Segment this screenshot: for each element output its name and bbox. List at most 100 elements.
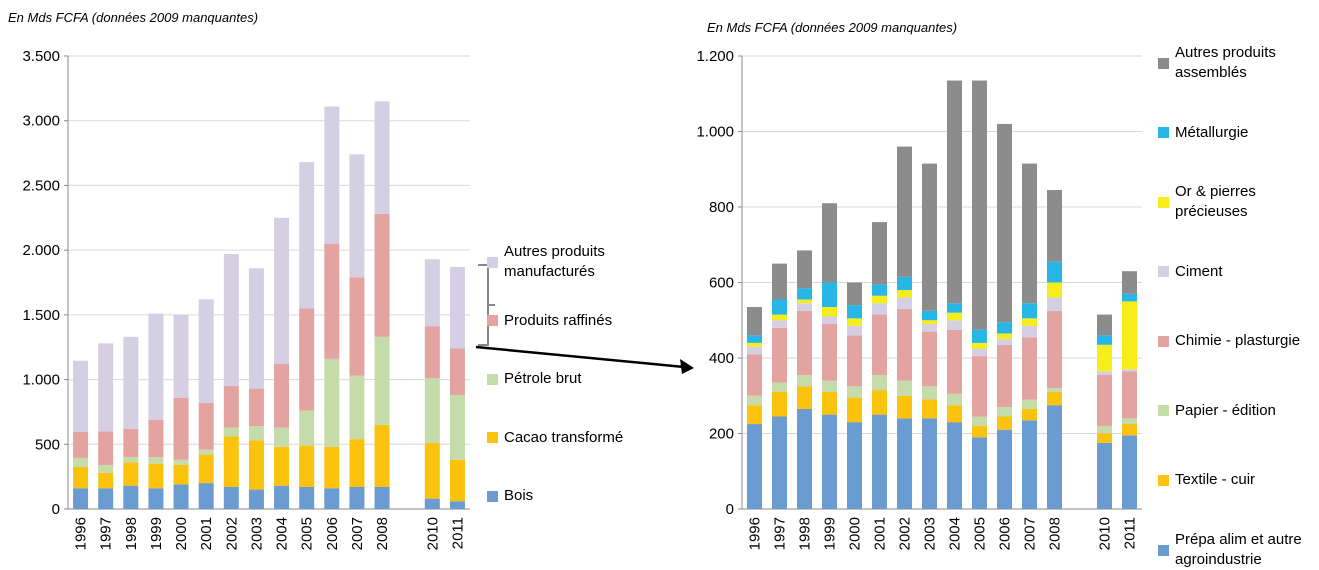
- subtitle: En Mds FCFA (données 2009 manquantes): [707, 20, 957, 35]
- legend-label: Chimie - plasturgie: [1175, 332, 1301, 350]
- bar-segment: [897, 418, 912, 509]
- bar-segment: [1122, 271, 1137, 294]
- legend-label: Cacao transformé: [504, 428, 624, 446]
- bar-segment: [922, 320, 937, 325]
- bar-segment: [1097, 374, 1112, 426]
- bar-segment: [872, 284, 887, 296]
- x-tick-label: 2001: [872, 517, 889, 550]
- bar-segment: [73, 457, 89, 467]
- legend-item: Chimie - plasturgie: [1158, 321, 1319, 361]
- bar-segment: [349, 486, 365, 509]
- bar-segment: [972, 329, 987, 343]
- bar-segment: [349, 277, 365, 376]
- bar-segment: [997, 123, 1012, 323]
- bar-segment: [822, 307, 837, 317]
- legend-item: Produits raffinés: [487, 301, 654, 341]
- bar-segment: [1122, 371, 1137, 419]
- bar-segment: [772, 391, 787, 417]
- bar-segment: [1022, 420, 1037, 509]
- legend-label: Autres produits manufacturés: [504, 243, 605, 280]
- bar-segment: [274, 427, 290, 447]
- bar-segment: [449, 395, 465, 460]
- bar-segment: [198, 454, 214, 484]
- bar-segment: [922, 163, 937, 311]
- bar-segment: [947, 312, 962, 321]
- bar-segment: [449, 501, 465, 509]
- bar-segment: [1047, 261, 1062, 283]
- bar-segment: [324, 488, 340, 509]
- y-tick-label: 1.500: [22, 307, 60, 324]
- legend-label: Métallurgie: [1175, 123, 1249, 141]
- bar-segment: [797, 250, 812, 289]
- x-tick-label: 2002: [897, 517, 914, 550]
- bar-segment: [374, 101, 390, 214]
- bar-segment: [223, 254, 239, 387]
- bar-segment: [922, 331, 937, 387]
- bar-segment: [1097, 442, 1112, 509]
- bar-segment: [772, 416, 787, 509]
- x-tick-label: 2000: [847, 517, 864, 550]
- bar-segment: [449, 348, 465, 396]
- bar-segment: [922, 399, 937, 419]
- y-tick-label: 3.500: [22, 48, 60, 65]
- bar-segment: [997, 339, 1012, 345]
- legend-swatch: [487, 256, 498, 268]
- bar-segment: [797, 288, 812, 300]
- legend-swatch: [1158, 544, 1169, 556]
- y-tick-label: 0: [726, 501, 734, 518]
- bar-segment: [98, 488, 114, 509]
- bar-segment: [173, 484, 189, 509]
- y-tick-label: 1.000: [22, 372, 60, 389]
- bar-segment: [822, 324, 837, 381]
- bar-segment: [947, 329, 962, 394]
- x-tick-label: 1997: [772, 517, 789, 550]
- bar-segment: [173, 314, 189, 398]
- legend-swatch: [487, 490, 498, 502]
- bar-segment: [872, 374, 887, 391]
- arrow: [475, 345, 685, 369]
- x-tick-label: 2011: [449, 517, 466, 549]
- legend-label: Papier - édition: [1175, 401, 1276, 419]
- bar-segment: [747, 395, 762, 406]
- bar-segment: [73, 488, 89, 509]
- x-tick-label: 2001: [198, 517, 215, 550]
- bar-segment: [198, 483, 214, 509]
- bar-segment: [274, 446, 290, 486]
- bar-segment: [198, 449, 214, 455]
- legend-label: Prépa alim et autre agroindustrie: [1175, 531, 1302, 568]
- bar-segment: [847, 386, 862, 398]
- bar-segment: [822, 282, 837, 308]
- bar-segment: [847, 305, 862, 319]
- x-tick-label: 1999: [822, 517, 839, 550]
- bar-segment: [324, 243, 340, 359]
- bar-segment: [248, 440, 264, 490]
- bar-segment: [772, 382, 787, 392]
- bar-segment: [349, 154, 365, 278]
- legend-swatch: [487, 432, 498, 443]
- bar-segment: [1022, 318, 1037, 326]
- bar-segment: [947, 80, 962, 304]
- bar-segment: [847, 282, 862, 306]
- bar-segment: [1022, 337, 1037, 400]
- bar-segment: [1022, 303, 1037, 319]
- bar-segment: [1047, 297, 1062, 311]
- bar-segment: [822, 380, 837, 392]
- bar-segment: [922, 324, 937, 332]
- bar-segment: [797, 310, 812, 375]
- bar-segment: [972, 425, 987, 438]
- y-tick-label: 3.000: [22, 113, 60, 130]
- x-tick-label: 2003: [922, 517, 939, 550]
- x-tick-label: 2010: [424, 517, 441, 550]
- legend-label: Produits raffinés: [504, 311, 613, 329]
- bar-segment: [148, 488, 164, 509]
- bar-segment: [947, 303, 962, 313]
- bar-segment: [424, 442, 440, 499]
- x-tick-label: 2005: [299, 517, 316, 550]
- bar-segment: [248, 489, 264, 509]
- bar-segment: [98, 472, 114, 489]
- bar-segment: [98, 343, 114, 432]
- bar-segment: [1047, 282, 1062, 298]
- x-tick-label: 1999: [148, 517, 165, 550]
